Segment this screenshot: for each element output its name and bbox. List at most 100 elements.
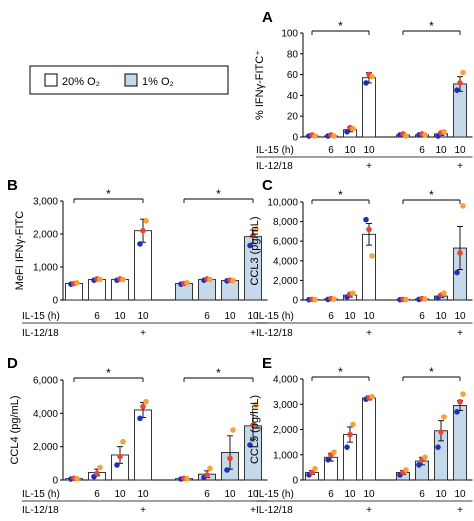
il1218-row-label: IL-12/18 bbox=[256, 161, 293, 172]
y-tick-label: 3,000 bbox=[33, 197, 58, 208]
data-point bbox=[312, 465, 318, 472]
panel-letter: C bbox=[262, 177, 273, 194]
data-point bbox=[325, 457, 331, 463]
il15-value: 10 bbox=[224, 311, 236, 322]
il15-value: 10 bbox=[344, 489, 356, 500]
bar bbox=[88, 279, 106, 301]
il1218-value: + bbox=[366, 505, 372, 516]
y-tick-label: 2,000 bbox=[273, 276, 298, 287]
il1218-value: + bbox=[457, 161, 463, 172]
panel-e: E 0 1,000 2,000 3,000 4,000 CCL5 (pg/mL) * * IL-1… bbox=[249, 355, 473, 516]
significance-star: * bbox=[106, 187, 111, 201]
y-tick-label: 4,000 bbox=[33, 409, 58, 420]
y-axis-label: % IFNγ-FITC⁺ bbox=[254, 50, 266, 120]
y-tick-label: 0 bbox=[292, 296, 298, 307]
il15-value: 10 bbox=[114, 311, 126, 322]
data-point bbox=[460, 391, 466, 397]
y-tick-label: 2,000 bbox=[273, 425, 298, 436]
data-point bbox=[184, 475, 190, 482]
data-point bbox=[227, 455, 233, 462]
panel-d: D 0 2,000 4,000 6,000 CCL4 (pg/mL) * * IL-15 (h)… bbox=[7, 355, 268, 516]
data-point bbox=[441, 290, 447, 296]
y-tick-label: 0 bbox=[52, 296, 58, 307]
data-point bbox=[460, 203, 466, 209]
y-tick-label: 60 bbox=[287, 70, 299, 81]
legend-swatch bbox=[124, 73, 138, 87]
data-point bbox=[250, 422, 256, 428]
il15-value: 10 bbox=[247, 489, 259, 500]
y-tick-label: 1,000 bbox=[273, 450, 298, 461]
data-point bbox=[97, 276, 103, 283]
data-point bbox=[457, 398, 463, 405]
il15-row-label: IL-15 (h) bbox=[22, 311, 60, 322]
significance-bracket: * bbox=[311, 365, 370, 381]
il15-row-label: IL-15 (h) bbox=[256, 489, 294, 500]
data-point bbox=[403, 133, 409, 139]
data-point bbox=[422, 132, 428, 138]
y-tick-label: 4,000 bbox=[273, 256, 298, 267]
data-point bbox=[403, 467, 409, 473]
data-point bbox=[331, 296, 337, 302]
bar bbox=[134, 409, 152, 481]
data-point bbox=[457, 80, 463, 86]
data-point bbox=[253, 402, 259, 408]
panel-c: C 0 2,000 4,000 6,000 8,000 10,000 CCL3 (pg/mL)… bbox=[249, 177, 473, 339]
data-point bbox=[441, 129, 447, 135]
il15-value: 10 bbox=[344, 311, 356, 322]
data-point bbox=[120, 276, 126, 283]
il15-value: 6 bbox=[328, 489, 334, 500]
il15-value: 6 bbox=[94, 311, 100, 322]
data-point bbox=[143, 398, 149, 405]
legend-box bbox=[29, 65, 229, 95]
data-point bbox=[369, 253, 375, 259]
il15-value: 10 bbox=[454, 311, 466, 322]
bar bbox=[362, 397, 376, 481]
data-point bbox=[344, 129, 350, 135]
il1218-row-label: IL-12/18 bbox=[22, 328, 59, 339]
il1218-value: + bbox=[140, 505, 146, 516]
data-point bbox=[224, 467, 230, 473]
y-tick-label: 10,000 bbox=[267, 198, 298, 209]
il15-row-label: IL-15 (h) bbox=[256, 145, 294, 156]
data-point bbox=[350, 125, 356, 132]
data-point bbox=[438, 429, 444, 435]
il1218-value: + bbox=[140, 328, 146, 339]
data-point bbox=[309, 469, 315, 476]
significance-bracket: * bbox=[402, 365, 461, 381]
il15-value: 10 bbox=[114, 489, 126, 500]
bar bbox=[111, 279, 129, 301]
panel-letter: B bbox=[7, 177, 18, 194]
data-point bbox=[457, 250, 463, 256]
data-point bbox=[312, 133, 318, 139]
y-tick-label: 3,000 bbox=[273, 400, 298, 411]
bar bbox=[453, 405, 467, 481]
significance-star: * bbox=[216, 366, 221, 380]
legend-label: 20% O₂ bbox=[62, 76, 100, 88]
significance-star: * bbox=[338, 19, 343, 33]
data-point bbox=[369, 393, 375, 400]
data-point bbox=[204, 472, 210, 478]
data-point bbox=[454, 87, 460, 93]
y-tick-label: 2,000 bbox=[33, 230, 58, 241]
data-point bbox=[120, 438, 126, 445]
data-point bbox=[230, 427, 236, 433]
data-point bbox=[441, 414, 447, 420]
il15-value: 10 bbox=[435, 311, 447, 322]
data-point bbox=[230, 277, 236, 284]
il15-value: 6 bbox=[419, 145, 425, 156]
data-point bbox=[143, 218, 149, 224]
bar bbox=[198, 279, 216, 301]
il1218-value: + bbox=[457, 505, 463, 516]
il15-value: 10 bbox=[247, 311, 259, 322]
il1218-row-label: IL-12/18 bbox=[22, 505, 59, 516]
significance-bracket: * bbox=[311, 19, 370, 35]
data-point bbox=[347, 431, 353, 438]
il1218-row-label: IL-12/18 bbox=[256, 505, 293, 516]
y-axis-label: MeFI IFNγ-FITC bbox=[14, 211, 26, 290]
significance-bracket: * bbox=[402, 188, 461, 204]
data-point bbox=[454, 269, 460, 276]
y-tick-label: 0 bbox=[292, 476, 298, 487]
legend-swatch bbox=[44, 73, 58, 87]
data-point bbox=[117, 453, 123, 460]
